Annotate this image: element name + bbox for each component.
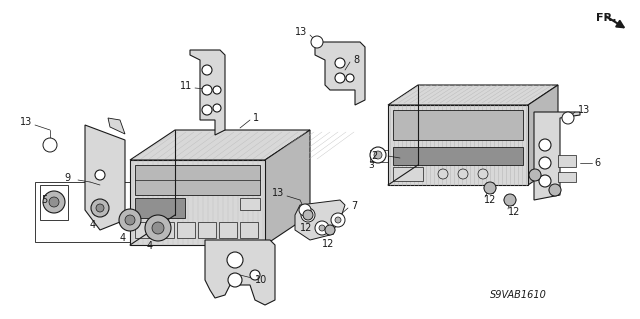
Circle shape — [213, 86, 221, 94]
Bar — [393, 110, 523, 140]
Text: 6: 6 — [594, 158, 600, 168]
Circle shape — [370, 147, 386, 163]
Polygon shape — [388, 85, 558, 105]
Text: 1: 1 — [253, 113, 259, 123]
Circle shape — [303, 210, 313, 220]
Circle shape — [95, 170, 105, 180]
Circle shape — [125, 215, 135, 225]
Polygon shape — [205, 240, 275, 305]
Bar — [558, 172, 576, 182]
Circle shape — [299, 204, 311, 216]
Circle shape — [301, 208, 315, 222]
Text: 13: 13 — [295, 27, 307, 37]
Bar — [240, 198, 260, 210]
Circle shape — [562, 112, 574, 124]
Circle shape — [335, 217, 341, 223]
Bar — [198, 222, 216, 238]
Polygon shape — [108, 118, 125, 134]
Bar — [40, 185, 68, 220]
Circle shape — [152, 222, 164, 234]
Circle shape — [438, 169, 448, 179]
Circle shape — [227, 252, 243, 268]
Bar — [240, 222, 258, 238]
Text: 7: 7 — [351, 201, 357, 211]
Polygon shape — [295, 200, 345, 240]
Bar — [393, 147, 523, 165]
Circle shape — [539, 157, 551, 169]
Circle shape — [213, 104, 221, 112]
Bar — [130, 160, 265, 245]
Circle shape — [202, 65, 212, 75]
Bar — [156, 222, 174, 238]
Circle shape — [539, 139, 551, 151]
Text: 3: 3 — [368, 160, 374, 169]
Circle shape — [335, 73, 345, 83]
Circle shape — [43, 138, 57, 152]
Bar — [219, 222, 237, 238]
Polygon shape — [315, 42, 365, 105]
Text: FR.: FR. — [596, 13, 616, 23]
Circle shape — [96, 201, 104, 209]
Circle shape — [346, 74, 354, 82]
Text: 4: 4 — [90, 220, 96, 230]
Circle shape — [549, 184, 561, 196]
Text: 13: 13 — [578, 105, 590, 115]
Polygon shape — [534, 112, 580, 200]
Text: 8: 8 — [353, 55, 359, 65]
Circle shape — [228, 273, 242, 287]
Circle shape — [145, 215, 171, 241]
Circle shape — [374, 151, 382, 159]
Circle shape — [202, 105, 212, 115]
Bar — [135, 165, 260, 195]
Text: 5: 5 — [41, 195, 47, 205]
Text: 13: 13 — [20, 117, 32, 127]
Text: 12: 12 — [300, 223, 312, 233]
Text: 11: 11 — [180, 81, 192, 91]
Circle shape — [458, 169, 468, 179]
Circle shape — [311, 36, 323, 48]
Circle shape — [91, 199, 109, 217]
Circle shape — [315, 221, 329, 235]
Circle shape — [319, 225, 325, 231]
Text: 4: 4 — [120, 233, 126, 243]
Bar — [135, 198, 185, 218]
Circle shape — [325, 225, 335, 235]
Circle shape — [484, 182, 496, 194]
Circle shape — [529, 169, 541, 181]
Circle shape — [250, 270, 260, 280]
Text: 10: 10 — [255, 275, 268, 285]
Text: S9VAB1610: S9VAB1610 — [490, 290, 547, 300]
Polygon shape — [85, 125, 125, 230]
Bar — [177, 222, 195, 238]
Bar — [370, 150, 388, 162]
Circle shape — [96, 204, 104, 212]
Text: 9: 9 — [64, 173, 70, 183]
Circle shape — [504, 194, 516, 206]
Circle shape — [49, 197, 59, 207]
Circle shape — [119, 209, 141, 231]
Circle shape — [539, 175, 551, 187]
Text: 12: 12 — [508, 207, 520, 217]
Polygon shape — [265, 130, 310, 245]
Bar — [558, 155, 576, 167]
Text: 13: 13 — [272, 188, 284, 198]
Text: 12: 12 — [322, 239, 334, 249]
Circle shape — [305, 212, 311, 218]
Text: 2: 2 — [371, 151, 377, 161]
Bar — [393, 167, 423, 181]
Circle shape — [335, 58, 345, 68]
Circle shape — [478, 169, 488, 179]
Polygon shape — [190, 50, 225, 135]
Circle shape — [331, 213, 345, 227]
Polygon shape — [130, 130, 310, 160]
Circle shape — [202, 85, 212, 95]
Text: 4: 4 — [147, 241, 153, 251]
Polygon shape — [528, 85, 558, 185]
Bar — [35, 182, 170, 242]
Text: 12: 12 — [484, 195, 497, 205]
Bar — [388, 105, 528, 185]
Bar — [135, 222, 153, 238]
Circle shape — [43, 191, 65, 213]
